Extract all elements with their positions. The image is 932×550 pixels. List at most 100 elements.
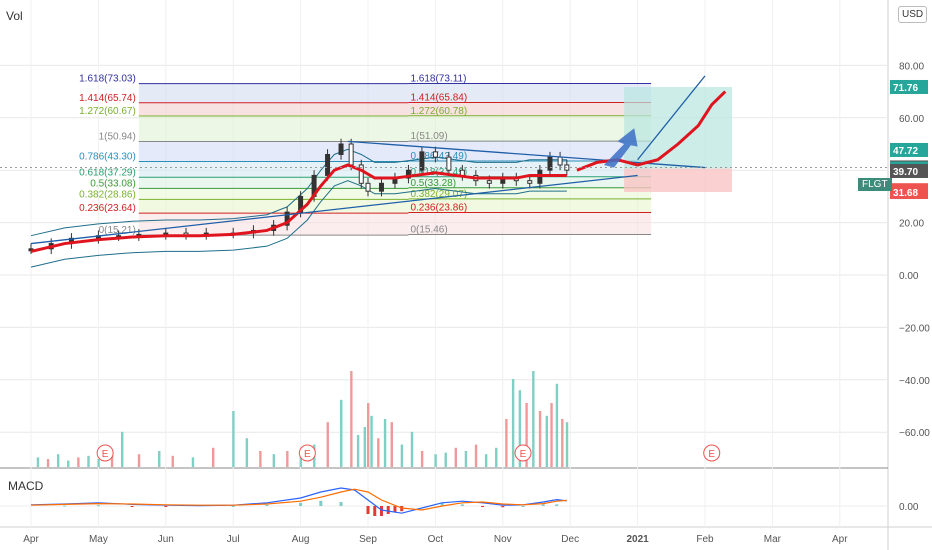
candle-body xyxy=(348,143,354,166)
fib-band-left xyxy=(138,161,409,178)
volume-bar xyxy=(245,438,249,467)
fib-level-label-right: 1.272(60.78) xyxy=(410,106,467,117)
price-tag-box xyxy=(890,142,928,157)
volume-bar xyxy=(420,451,424,467)
fib-band-right xyxy=(408,83,652,103)
x-tick-label: Feb xyxy=(696,534,714,545)
x-tick-label: Jul xyxy=(227,534,240,545)
macd-histogram-bar xyxy=(481,506,485,507)
volume-bar xyxy=(120,431,124,467)
volume-bar xyxy=(110,452,114,467)
volume-bar xyxy=(538,411,542,467)
volume-bar xyxy=(36,457,40,467)
volume-bar xyxy=(299,452,302,467)
earnings-marker xyxy=(298,444,316,462)
stop-zone xyxy=(624,168,732,192)
earnings-marker-label: E xyxy=(520,449,527,460)
fib-level-label-right: 0.786(43.49) xyxy=(410,151,467,162)
candle-body xyxy=(338,143,344,155)
candle-body xyxy=(325,153,331,176)
x-tick-label: Apr xyxy=(23,534,39,545)
candle-body xyxy=(557,156,563,166)
volume-bar xyxy=(340,399,343,467)
macd-y-tick: 0.00 xyxy=(899,502,919,513)
price-tag-label: 39.70 xyxy=(893,167,918,178)
x-tick-label: Oct xyxy=(428,534,444,545)
volume-bar xyxy=(56,454,60,467)
earnings-marker-label: E xyxy=(304,449,311,460)
fib-band-right xyxy=(408,115,652,142)
volume-bar xyxy=(511,379,515,467)
projection-trendline xyxy=(637,75,706,161)
macd-histogram-bar xyxy=(460,504,464,506)
fib-band-right xyxy=(408,212,652,235)
fib-level-label-left: 1.414(65.74) xyxy=(79,93,136,104)
candle-body xyxy=(527,180,533,184)
volume-bar xyxy=(454,447,458,467)
volume-bar xyxy=(434,454,437,467)
volume-bar xyxy=(518,390,522,467)
fib-band-right xyxy=(408,102,652,116)
macd-histogram-bar xyxy=(319,500,323,506)
fib-level-label-left: 1(50.94) xyxy=(99,132,136,143)
volume-bar xyxy=(46,459,50,467)
fib-level-label-left: 1.272(60.67) xyxy=(79,106,136,117)
volume-bar xyxy=(464,451,468,467)
macd-signal-line xyxy=(30,488,567,511)
volume-bar xyxy=(259,451,262,467)
volume-bar xyxy=(484,454,488,467)
symbol-tag: FLGT xyxy=(858,178,892,191)
candle-body xyxy=(547,156,553,171)
volume-bar xyxy=(77,457,80,467)
fib-band-left xyxy=(138,116,409,142)
volume-bar xyxy=(326,422,329,467)
currency-button[interactable]: USD xyxy=(898,6,928,23)
y-tick-label: −40.00 xyxy=(899,376,930,387)
earnings-marker xyxy=(703,444,721,462)
price-tag-label: 31.68 xyxy=(893,188,918,199)
earnings-marker xyxy=(514,444,532,462)
bollinger-lower xyxy=(30,180,567,268)
fib-level-label-right: 1.618(73.11) xyxy=(410,73,466,84)
candle-body xyxy=(365,182,371,192)
volume-bar xyxy=(367,403,370,467)
x-tick-label: May xyxy=(89,534,108,545)
volume-bar xyxy=(532,371,535,467)
fib-level-label-right: 0(15.46) xyxy=(410,224,447,235)
volume-bar xyxy=(272,454,276,467)
fib-band-left xyxy=(138,188,409,200)
volume-bar xyxy=(410,431,414,467)
candle-body xyxy=(486,180,492,184)
earnings-marker-label: E xyxy=(708,449,715,460)
x-tick-label: 2021 xyxy=(626,534,649,545)
volume-bar xyxy=(67,460,70,467)
fib-level-label-right: 1.414(65.84) xyxy=(410,92,467,103)
price-tag-box xyxy=(890,184,928,199)
fib-band-left xyxy=(138,83,409,103)
fib-level-label-left: 0.618(37.29) xyxy=(79,167,136,178)
macd-histogram-bar xyxy=(265,504,269,506)
volume-bar xyxy=(158,451,161,467)
fib-level-label-left: 0.5(33.08) xyxy=(90,178,136,189)
macd-label: MACD xyxy=(8,479,44,493)
volume-bar xyxy=(474,444,478,467)
volume-bar xyxy=(370,415,373,467)
x-tick-label: Dec xyxy=(561,534,579,545)
volume-bar xyxy=(565,422,569,467)
volume-bar xyxy=(211,447,215,467)
x-tick-label: Jun xyxy=(158,534,174,545)
moving-average-line xyxy=(30,163,567,253)
candle-body xyxy=(405,169,411,179)
y-tick-label: 60.00 xyxy=(899,114,924,125)
macd-histogram-bar xyxy=(96,505,100,507)
macd-histogram-bar xyxy=(386,506,390,514)
x-tick-label: Mar xyxy=(764,534,782,545)
macd-histogram-bar xyxy=(231,506,235,507)
x-tick-label: Apr xyxy=(832,534,848,545)
volume-bar xyxy=(390,422,393,467)
fib-band-right xyxy=(408,187,652,199)
x-tick-label: Sep xyxy=(359,534,377,545)
macd-histogram-bar xyxy=(373,506,377,516)
